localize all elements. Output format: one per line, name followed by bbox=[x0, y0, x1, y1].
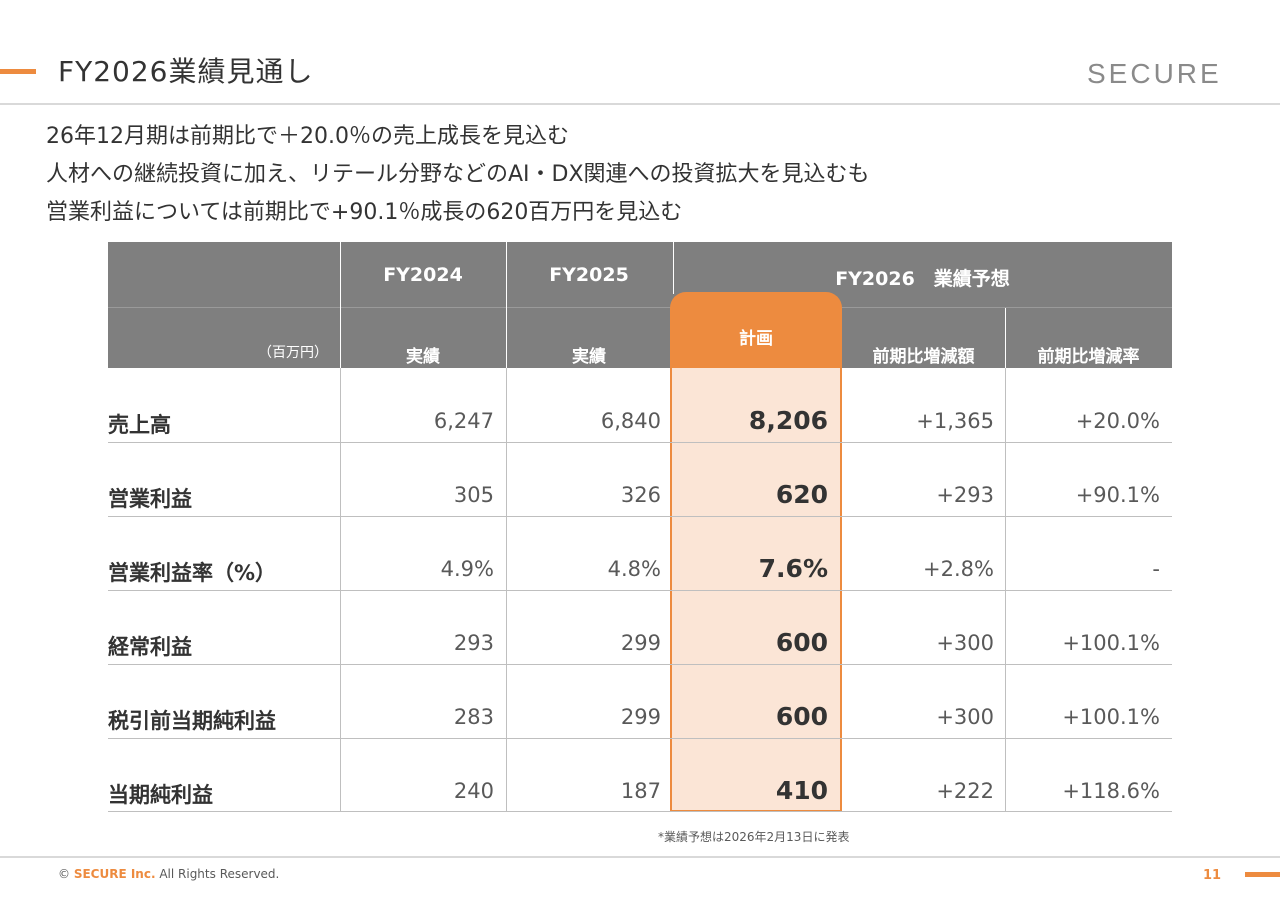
row-label-operating-profit: 営業利益 bbox=[108, 487, 192, 511]
summary-line: 営業利益については前期比で+90.1％成長の620百万円を見込む bbox=[46, 200, 683, 225]
row-label-ordinary-profit: 経常利益 bbox=[108, 635, 192, 659]
plan-column-tab bbox=[670, 292, 842, 368]
row-label-operating-margin: 営業利益率（%） bbox=[108, 561, 277, 585]
col-fy2025: FY2025 bbox=[549, 264, 629, 286]
cell-fy2024: 283 bbox=[453, 705, 494, 729]
subcol-plan: 計画 bbox=[739, 329, 773, 349]
cell-plan: 7.6% bbox=[758, 554, 828, 583]
header-col-divider bbox=[506, 242, 507, 368]
cell-plan: 620 bbox=[775, 480, 828, 509]
cell-yoy-amount: +222 bbox=[936, 779, 994, 803]
row-label-pretax-profit: 税引前当期純利益 bbox=[108, 709, 276, 733]
row-divider bbox=[108, 664, 1172, 665]
summary-text: 26年12月期は前期比で＋20.0％の売上成長を見込む 人材への継続投資に加え、… bbox=[46, 118, 870, 232]
cell-fy2025: 326 bbox=[620, 483, 661, 507]
page-number: 11 bbox=[1203, 868, 1222, 883]
subcol-fy2024-actual: 実績 bbox=[406, 347, 440, 367]
cell-fy2025: 299 bbox=[620, 705, 661, 729]
cell-yoy-rate: +90.1% bbox=[1075, 483, 1160, 507]
cell-yoy-amount: +293 bbox=[936, 483, 994, 507]
row-divider bbox=[108, 516, 1172, 517]
row-label-revenue: 売上高 bbox=[108, 413, 171, 437]
cell-yoy-amount: +300 bbox=[936, 631, 994, 655]
cell-fy2024: 6,247 bbox=[433, 409, 494, 433]
cell-fy2025: 187 bbox=[620, 779, 661, 803]
title-accent-bar bbox=[0, 69, 36, 74]
table-header bbox=[108, 242, 1172, 368]
header-divider bbox=[0, 103, 1280, 105]
copyright-suffix: All Rights Reserved. bbox=[155, 867, 280, 881]
cell-plan: 410 bbox=[775, 776, 828, 805]
row-divider bbox=[108, 442, 1172, 443]
cell-fy2024: 293 bbox=[453, 631, 494, 655]
summary-line: 26年12月期は前期比で＋20.0％の売上成長を見込む bbox=[46, 124, 569, 149]
footer-accent-bar bbox=[1245, 872, 1280, 877]
cell-fy2025: 4.8% bbox=[607, 557, 661, 581]
header-divider-line bbox=[108, 307, 1172, 308]
subcol-yoy-rate: 前期比増減率 bbox=[1037, 347, 1140, 367]
header-col-divider bbox=[673, 242, 674, 294]
copyright-brand: SECURE Inc. bbox=[73, 867, 156, 881]
cell-fy2024: 305 bbox=[453, 483, 494, 507]
subcol-fy2025-actual: 実績 bbox=[572, 347, 606, 367]
cell-fy2025: 6,840 bbox=[600, 409, 661, 433]
cell-fy2025: 299 bbox=[620, 631, 661, 655]
subcol-yoy-amount: 前期比増減額 bbox=[872, 347, 975, 367]
row-divider bbox=[108, 811, 1172, 812]
footer-divider bbox=[0, 856, 1280, 858]
cell-yoy-rate: - bbox=[1152, 557, 1160, 581]
summary-line: 人材への継続投資に加え、リテール分野などのAI・DX関連への投資拡大を見込むも bbox=[46, 162, 870, 187]
forecast-table: FY2024 FY2025 FY2026 業績予想 （百万円） 実績 実績 計画… bbox=[108, 242, 1172, 812]
cell-plan: 600 bbox=[775, 702, 828, 731]
cell-plan: 8,206 bbox=[748, 406, 828, 435]
cell-yoy-amount: +1,365 bbox=[916, 409, 994, 433]
row-divider bbox=[108, 590, 1172, 591]
cell-yoy-rate: +20.0% bbox=[1075, 409, 1160, 433]
row-label-net-profit: 当期純利益 bbox=[108, 783, 213, 807]
row-divider bbox=[108, 738, 1172, 739]
cell-plan: 600 bbox=[775, 628, 828, 657]
header-col-divider bbox=[1005, 308, 1006, 368]
secure-logo: SECURE bbox=[1087, 58, 1222, 89]
copyright-prefix: © bbox=[58, 867, 74, 881]
page-title: FY2026業績見通し bbox=[58, 55, 314, 88]
header-col-divider bbox=[340, 242, 341, 368]
cell-fy2024: 4.9% bbox=[440, 557, 494, 581]
cell-yoy-amount: +300 bbox=[936, 705, 994, 729]
unit-label: （百万円） bbox=[258, 345, 328, 361]
cell-yoy-rate: +100.1% bbox=[1062, 705, 1160, 729]
col-fy2024: FY2024 bbox=[383, 264, 463, 286]
cell-yoy-rate: +100.1% bbox=[1062, 631, 1160, 655]
cell-yoy-rate: +118.6% bbox=[1062, 779, 1160, 803]
cell-fy2024: 240 bbox=[453, 779, 494, 803]
cell-yoy-amount: +2.8% bbox=[923, 557, 994, 581]
copyright: © SECURE Inc. All Rights Reserved. bbox=[58, 867, 279, 881]
col-fy2026-forecast: FY2026 業績予想 bbox=[835, 268, 1010, 290]
footnote: *業績予想は2026年2月13日に発表 bbox=[658, 830, 850, 844]
